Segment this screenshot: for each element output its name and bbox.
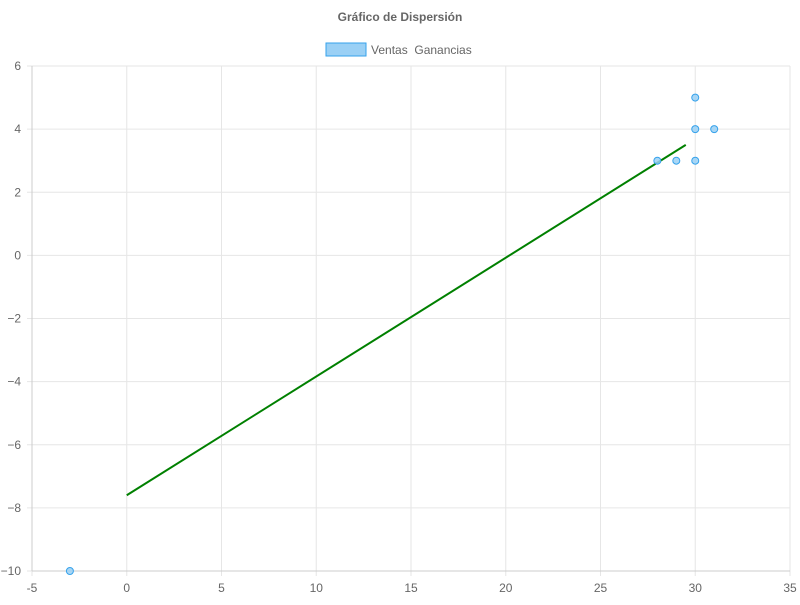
- y-tick-label: 2: [14, 185, 21, 199]
- x-tick-label: 10: [310, 581, 324, 595]
- y-tick-label: −8: [7, 501, 21, 515]
- data-point[interactable]: [65, 567, 74, 575]
- y-tick-label: −6: [7, 438, 21, 452]
- x-tick-label: 30: [689, 581, 703, 595]
- trend-line: [126, 144, 687, 497]
- grid: [27, 65, 791, 576]
- chart-title: Gráfico de Dispersión: [338, 10, 463, 24]
- data-points: [65, 93, 719, 575]
- data-point[interactable]: [653, 156, 662, 165]
- legend-swatch: [325, 42, 367, 57]
- x-tick-label: 5: [218, 581, 225, 595]
- legend-label: Ventas Ganancias: [371, 43, 472, 57]
- x-tick-label: -5: [27, 581, 38, 595]
- data-point[interactable]: [691, 125, 700, 134]
- data-point[interactable]: [672, 156, 681, 165]
- x-tick-label: 35: [783, 581, 797, 595]
- legend[interactable]: Ventas Ganancias: [325, 42, 472, 57]
- x-tick-label: 20: [499, 581, 513, 595]
- y-tick-label: 0: [14, 248, 21, 262]
- data-point[interactable]: [691, 156, 700, 165]
- y-tick-label: 4: [14, 122, 21, 136]
- x-tick-label: 15: [404, 581, 418, 595]
- x-tick-label: 0: [123, 581, 130, 595]
- data-point[interactable]: [691, 93, 700, 102]
- y-tick-label: 6: [14, 59, 21, 73]
- trend-lines: [126, 144, 687, 497]
- y-tick-label: −2: [7, 312, 21, 326]
- data-point[interactable]: [710, 125, 719, 134]
- y-tick-label: −10: [1, 564, 22, 578]
- y-axis-ticks: −10 −8 −6 −4 −2 0 2 4 6: [1, 59, 22, 578]
- x-tick-label: 25: [594, 581, 608, 595]
- x-axis-ticks: -5 0 5 10 15 20 25 30 35: [27, 581, 797, 595]
- axes: [31, 66, 790, 572]
- y-tick-label: −4: [7, 375, 21, 389]
